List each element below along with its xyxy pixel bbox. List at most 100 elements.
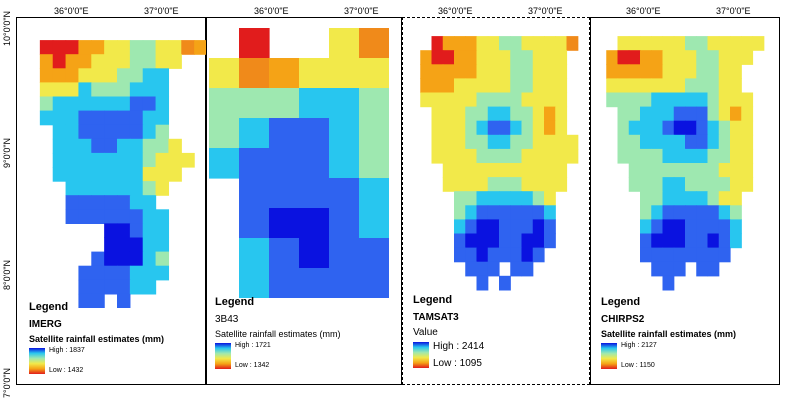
raster-cell [454,148,466,164]
raster-cell [651,163,664,178]
raster-cell [329,178,360,209]
raster-cell [454,177,466,192]
raster-cell [741,163,754,178]
raster-cell [155,110,170,126]
chirps2-raster [595,22,775,304]
raster-cell [269,58,300,89]
raster-cell [142,82,157,98]
raster-cell [269,178,300,209]
raster-cell [651,92,664,108]
raster-cell [209,118,240,149]
raster-cell [465,219,478,235]
raster-cell [239,118,270,149]
raster-cell [532,92,545,108]
raster-cell [685,120,697,136]
raster-cell [329,28,360,59]
raster-cell [718,219,731,235]
raster-cell [329,118,360,149]
raster-cell [662,50,675,65]
raster-cell [91,265,105,281]
raster-cell [521,134,534,150]
raster-cell [544,177,556,192]
raster-cell [155,167,170,182]
raster-cell [673,233,686,249]
3b43-raster [209,28,389,298]
raster-cell [628,106,641,122]
raster-cell [673,177,686,192]
raster-cell [420,92,433,108]
raster-cell [65,167,80,182]
raster-cell [544,50,556,65]
raster-cell [442,50,455,65]
raster-cell [155,68,170,83]
raster-cell [487,134,500,150]
raster-cell [555,134,568,150]
raster-cell [662,233,675,249]
raster-cell [117,96,131,112]
product-name: 3B43 [215,314,239,325]
raster-cell [65,181,80,196]
raster-cell [555,64,568,79]
raster-cell [78,209,92,224]
raster-cell [685,36,697,51]
legend-field: Value [413,327,438,338]
raster-cell [685,205,697,220]
raster-cell [521,247,534,263]
raster-cell [476,92,489,108]
raster-cell [91,110,105,126]
raster-cell [673,64,686,79]
raster-cell [420,50,433,65]
raster-cell [521,205,534,220]
raster-cell [555,177,568,192]
raster-cell [476,148,489,164]
raster-cell [431,148,444,164]
raster-cell [544,92,556,108]
raster-cell [52,40,67,55]
raster-cell [168,54,182,69]
raster-cell [476,177,489,192]
raster-cell [181,40,195,55]
raster-cell [39,110,54,126]
raster-cell [91,152,105,168]
raster-cell [269,238,300,269]
raster-cell [499,50,511,65]
tamsat3-legend: Legend TAMSAT3 Value High : 2414 Low : 1… [413,294,484,369]
raster-cell [640,148,652,164]
raster-cell [142,195,157,210]
raster-cell [454,219,466,235]
raster-cell [359,268,389,298]
raster-cell [707,261,720,277]
raster-cell [39,68,54,83]
raster-cell [299,58,330,89]
raster-cell [662,148,675,164]
raster-cell [673,50,686,65]
raster-cell [499,106,511,122]
raster-cell [707,177,720,192]
raster-cell [142,54,157,69]
raster-cell [117,209,131,224]
raster-cell [117,124,131,140]
raster-cell [521,191,534,206]
raster-cell [532,191,545,206]
raster-cell [142,96,157,112]
raster-cell [476,275,489,291]
raster-cell [155,82,170,98]
raster-cell [741,50,754,65]
raster-cell [129,209,144,224]
raster-cell [521,120,534,136]
ramp-high-label: High : 2127 [621,342,657,349]
raster-cell [465,64,478,79]
raster-cell [510,163,523,178]
raster-cell [718,233,731,249]
lon-tick-37e-panel2: 37°0'0"E [344,6,379,16]
raster-cell [442,120,455,136]
imerg-legend: Legend IMERG Satellite rainfall estimate… [29,301,164,374]
raster-cell [117,152,131,168]
imerg-raster [27,26,207,308]
raster-cell [454,120,466,136]
raster-cell [104,138,118,154]
raster-cell [39,96,54,112]
raster-cell [499,219,511,235]
raster-cell [718,64,731,79]
